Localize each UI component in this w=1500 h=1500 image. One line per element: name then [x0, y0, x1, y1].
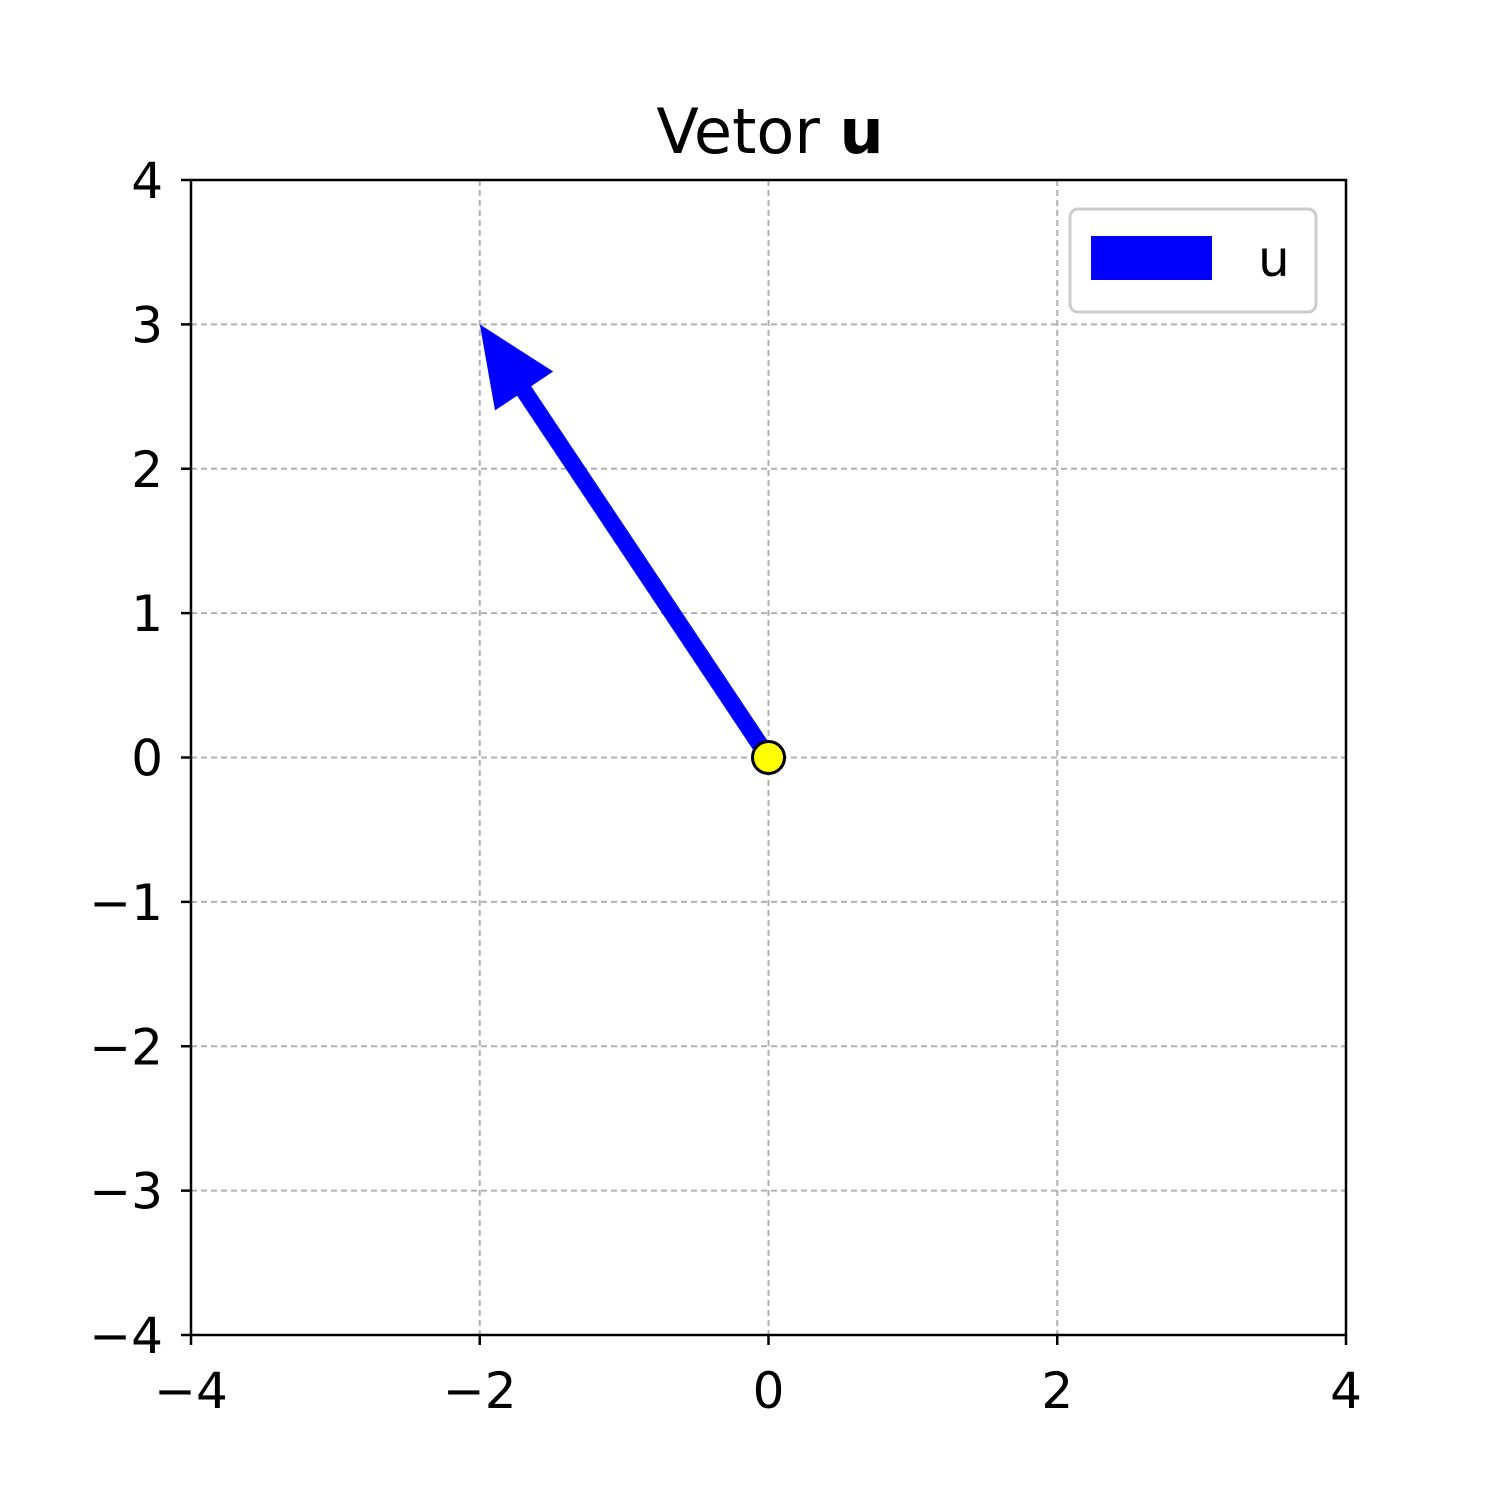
chart-title: Vetor u	[656, 95, 883, 168]
origin-marker	[751, 740, 786, 775]
y-tick-label: −3	[89, 1163, 163, 1221]
vector-arrow-u	[479, 324, 776, 763]
axis-ticks: −4 −2 0 2 4 −4 −3 −2 −1 0 1 2 3 4	[89, 152, 1362, 1420]
marker-layer	[751, 740, 786, 775]
chart-title-prefix: Vetor	[656, 95, 839, 168]
x-tick-label: 2	[1041, 1362, 1073, 1420]
legend: u	[1068, 207, 1318, 314]
y-tick-label: 3	[131, 296, 163, 354]
x-tick-label: −4	[154, 1362, 228, 1420]
x-tick-label: 4	[1330, 1362, 1362, 1420]
y-tick-label: 2	[131, 441, 163, 499]
y-tick-label: 1	[131, 585, 163, 643]
y-tick-label: 4	[131, 152, 163, 210]
y-tick-label: 0	[131, 730, 163, 788]
legend-swatch-u	[1091, 236, 1212, 280]
legend-label-u: u	[1258, 230, 1290, 288]
x-tick-label: 0	[753, 1362, 785, 1420]
vector-layer	[479, 324, 776, 763]
y-tick-label: −1	[89, 874, 163, 932]
y-tick-label: −4	[89, 1307, 163, 1365]
y-tick-label: −2	[89, 1018, 163, 1076]
x-tick-label: −2	[443, 1362, 517, 1420]
grid-lines	[191, 180, 1346, 1335]
chart-title-bold: u	[840, 95, 884, 168]
